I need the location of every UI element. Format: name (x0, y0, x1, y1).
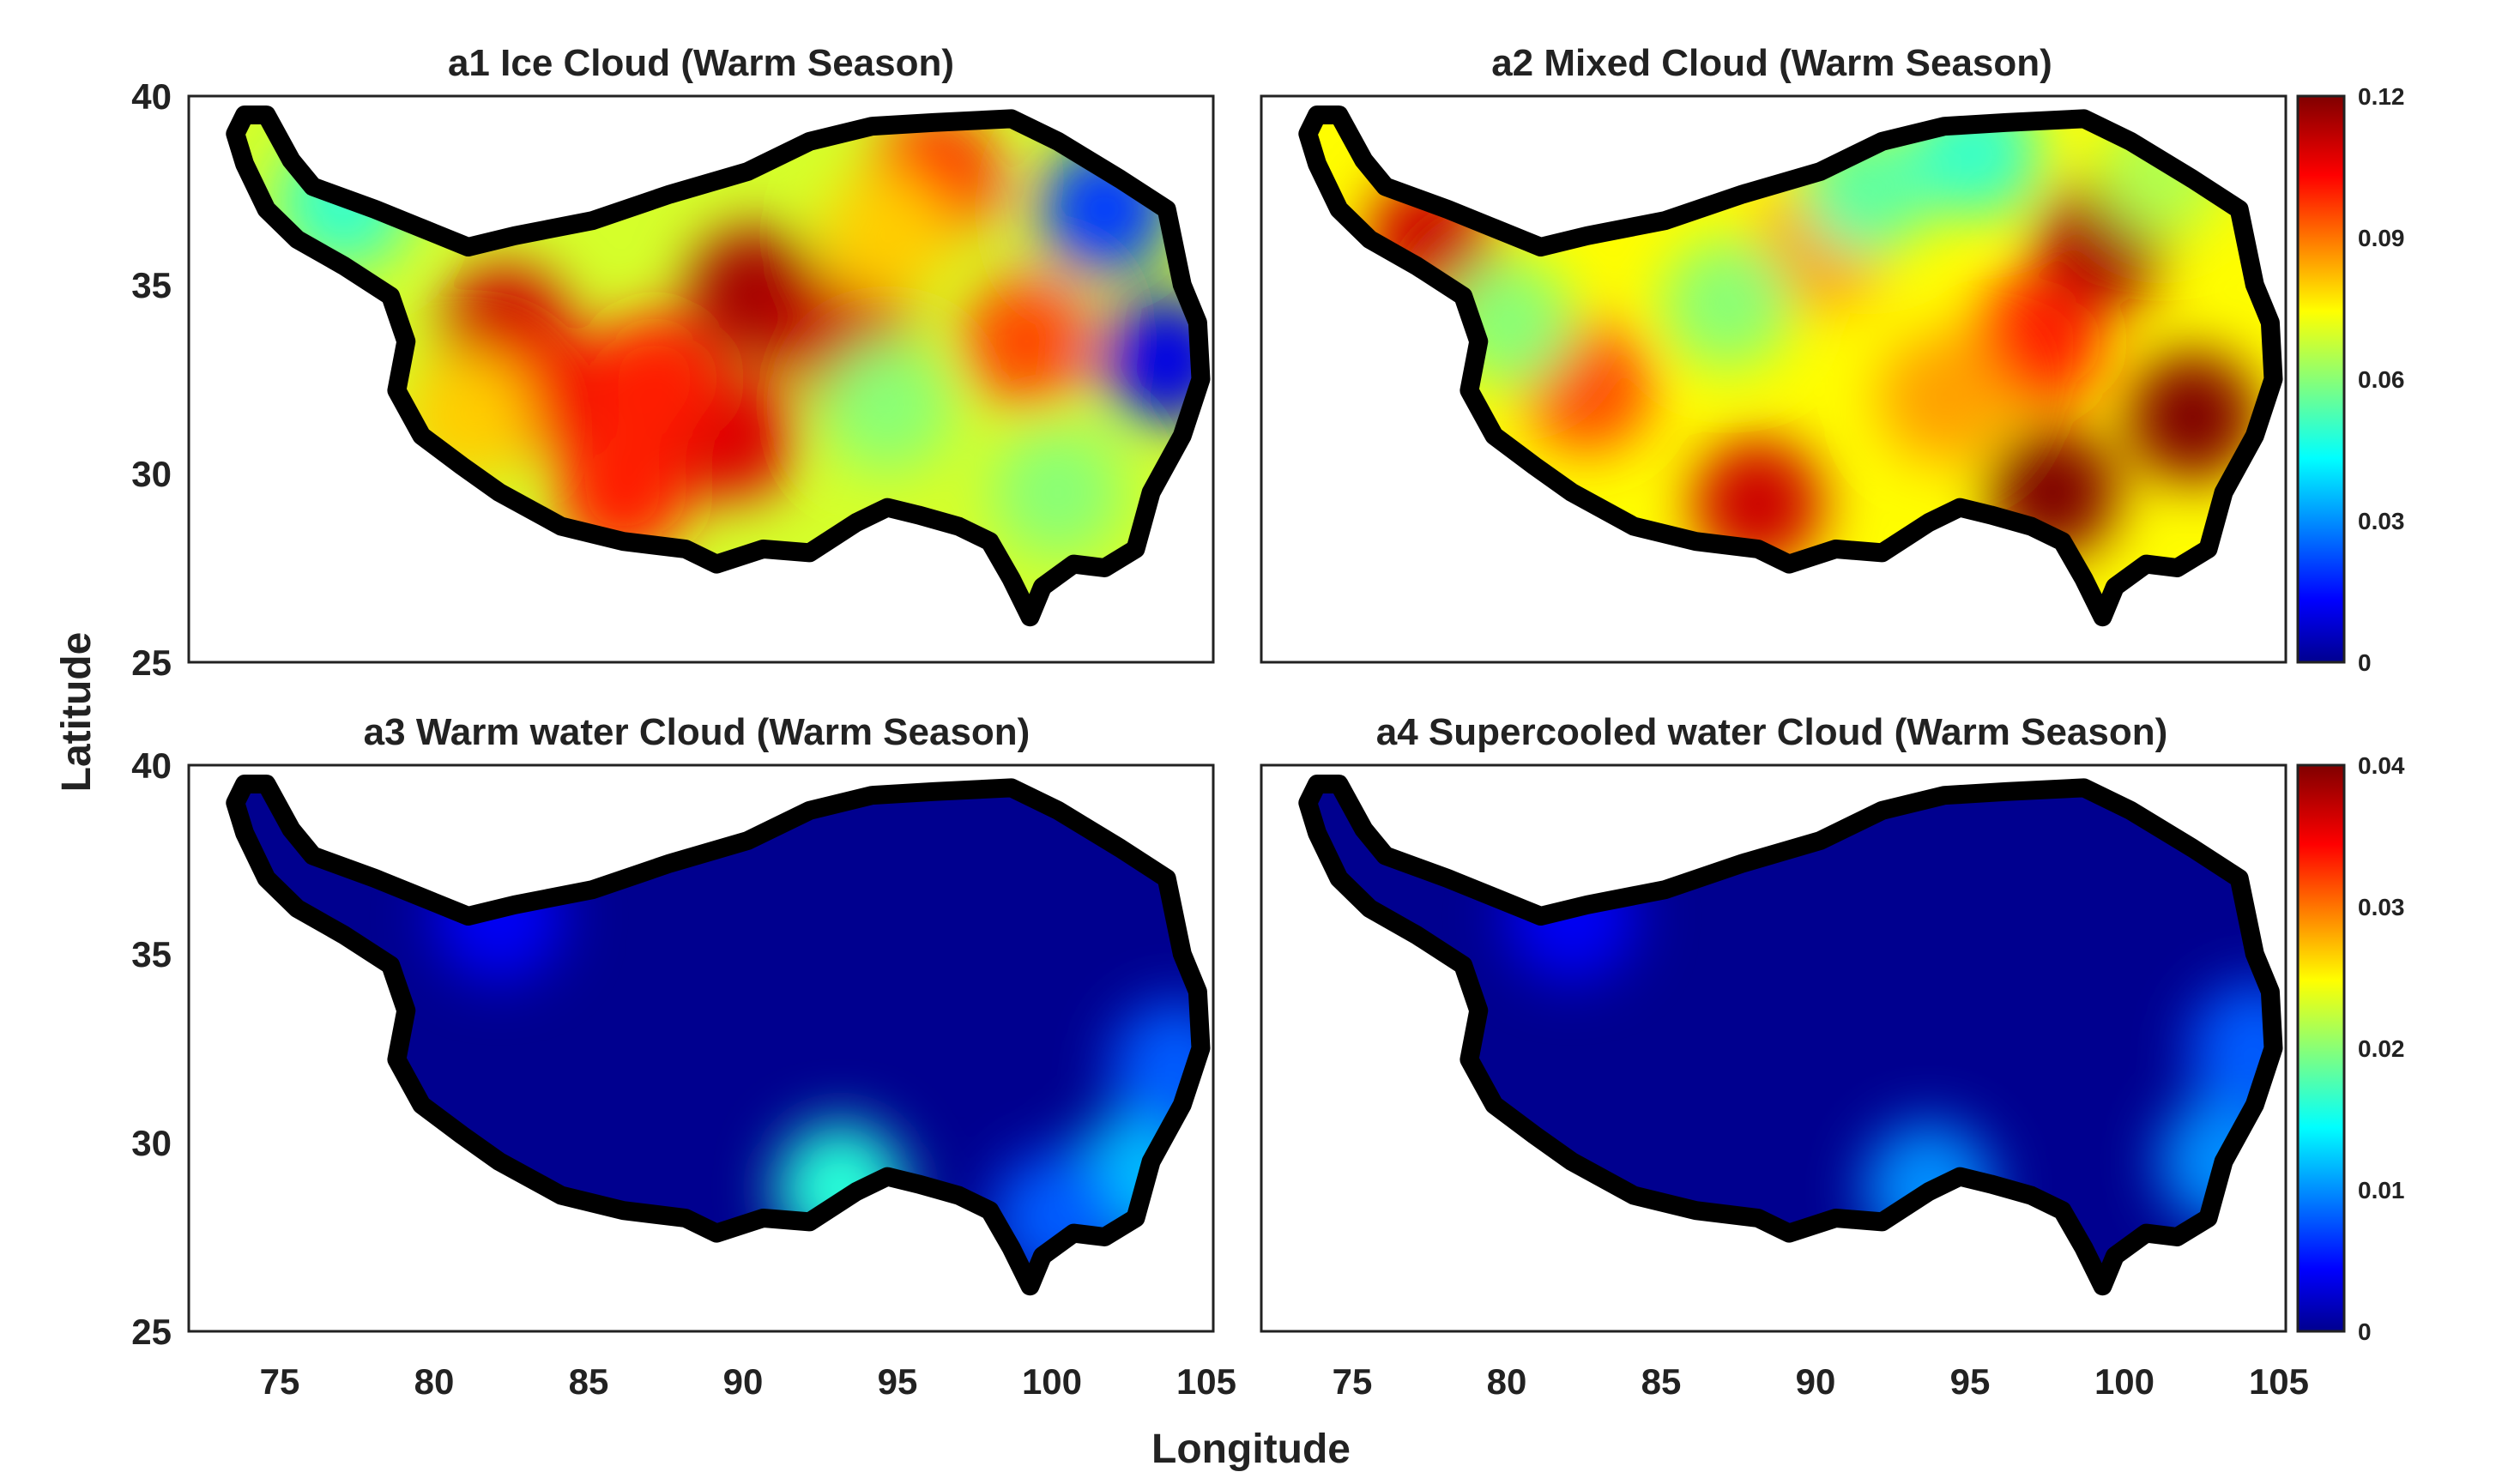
y-tick-label: 30 (131, 1123, 172, 1163)
panel-frame (1260, 763, 2287, 1333)
y-tick-label: 25 (131, 642, 172, 683)
x-tick-label: 80 (414, 1361, 455, 1402)
colorbar-tick-label: 0.03 (2358, 894, 2405, 920)
plateau-boundary (1298, 106, 2283, 627)
colorbar-top (2296, 94, 2346, 664)
x-tick-label: 75 (1333, 1361, 1373, 1402)
x-tick-label: 85 (1641, 1361, 1682, 1402)
panel-title-a2: a2 Mixed Cloud (Warm Season) (1491, 42, 2052, 84)
heatmap-cell (2189, 983, 2274, 1113)
x-tick-label: 105 (1176, 1361, 1236, 1402)
region-base-fill (1308, 784, 2274, 1287)
heatmap-cell (1110, 1002, 1201, 1132)
panel-title-a1: a1 Ice Cloud (Warm Season) (448, 42, 954, 84)
colorbar-tick-label: 0.04 (2358, 752, 2405, 779)
y-axis-label: Latitude (54, 632, 100, 793)
colorbar-bottom (2296, 763, 2346, 1333)
x-tick-label: 75 (260, 1361, 300, 1402)
y-tick-label: 25 (131, 1312, 172, 1352)
heatmap-cell (1661, 238, 1792, 369)
plateau-boundary (1298, 775, 2283, 1296)
x-tick-label: 100 (1022, 1361, 1082, 1402)
map-panel-a1 (187, 94, 1215, 664)
x-axis-label: Longitude (1151, 1427, 1351, 1472)
plateau-boundary (226, 775, 1211, 1296)
x-tick-label: 105 (2249, 1361, 2309, 1402)
heatmap-cell (2127, 352, 2258, 482)
map-panel-a3 (187, 763, 1215, 1333)
colorbar-tick-label: 0.02 (2358, 1035, 2405, 1062)
heatmap-cell (993, 427, 1124, 558)
x-tick-label: 100 (2094, 1361, 2155, 1402)
x-tick-label: 90 (723, 1361, 764, 1402)
panel-frame (187, 94, 1215, 664)
map-panel-a2 (1260, 94, 2287, 664)
heatmap-cell (822, 170, 953, 301)
x-tick-label: 95 (1950, 1361, 1991, 1402)
colorbar-tick-label: 0.09 (2358, 225, 2405, 251)
heatmap-cell (589, 314, 720, 444)
heatmap-cell (961, 276, 1092, 407)
panel-frame (187, 763, 1215, 1333)
x-tick-label: 95 (878, 1361, 918, 1402)
x-tick-label: 85 (569, 1361, 609, 1402)
x-tick-label: 80 (1487, 1361, 1527, 1402)
y-tick-label: 35 (131, 265, 172, 305)
heatmap-cell (822, 340, 953, 471)
panel-title-a3: a3 Warm water Cloud (Warm Season) (364, 711, 1030, 753)
colorbar-tick-label: 0.03 (2358, 508, 2405, 534)
colorbar-tick-label: 0 (2358, 1318, 2372, 1345)
y-tick-label: 40 (131, 745, 172, 786)
map-panel-a4 (1260, 763, 2287, 1333)
heatmap-cell (1879, 333, 2009, 463)
panel-title-a4: a4 Supercooled water Cloud (Warm Season) (1376, 711, 2168, 753)
x-tick-label: 90 (1796, 1361, 1836, 1402)
region-base-fill (235, 784, 1201, 1287)
colorbar-tick-label: 0.06 (2358, 366, 2405, 393)
plateau-boundary (226, 106, 1211, 627)
colorbar-tick-label: 0 (2358, 649, 2372, 676)
y-tick-label: 35 (131, 934, 172, 974)
panel-frame (1260, 94, 2287, 664)
colorbar-tick-label: 0.01 (2358, 1177, 2405, 1203)
y-tick-label: 40 (131, 76, 172, 117)
colorbar-tick-label: 0.12 (2358, 83, 2405, 110)
y-tick-label: 30 (131, 454, 172, 494)
